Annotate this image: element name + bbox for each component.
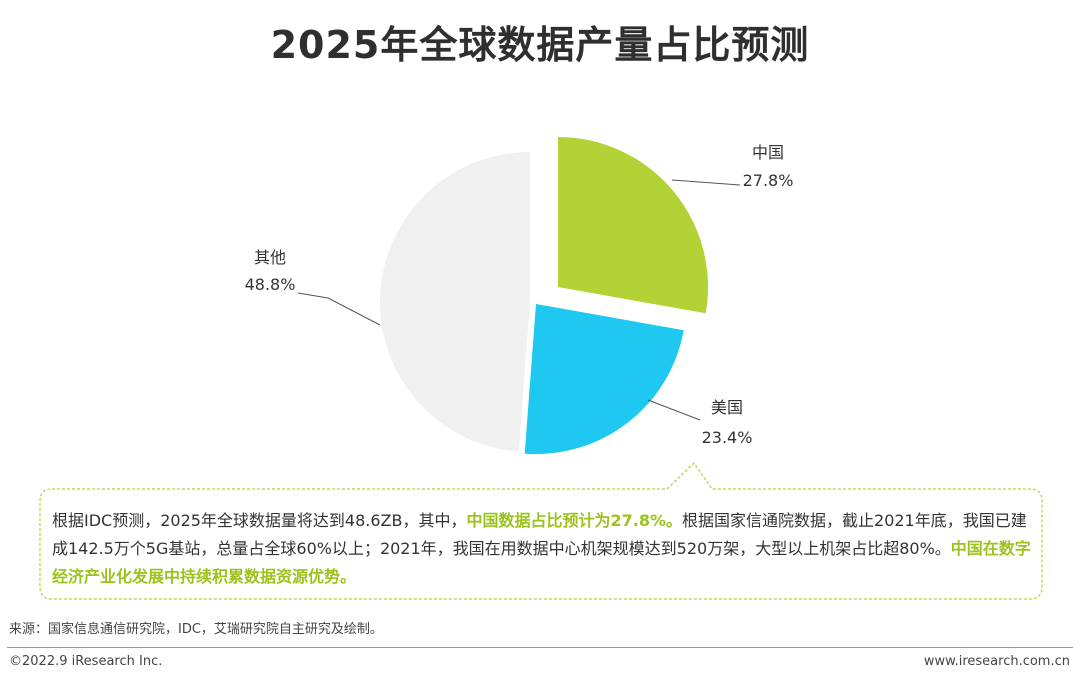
slice-label-1: 美国: [711, 398, 743, 417]
pie-slice-1: [524, 304, 684, 454]
slice-label-0: 中国: [752, 143, 784, 162]
leader-line-1: [647, 399, 701, 421]
slice-value-1: 23.4%: [702, 428, 753, 447]
website-link[interactable]: www.iresearch.com.cn: [923, 654, 1070, 669]
callout-border: [39, 462, 1043, 600]
slice-value-0: 27.8%: [743, 171, 794, 190]
callout-text-part-1: 根据IDC预测，2025年全球数据量将达到48.6ZB，其中，: [52, 511, 467, 530]
callout-highlight-2: 中国在数字经济产业化发展中持续积累数据资源优势。: [52, 539, 1031, 586]
copyright: ©2022.9 iResearch Inc.: [9, 654, 163, 669]
leader-line-0: [671, 179, 741, 186]
pie-slice-2: [379, 152, 530, 452]
chart-title: 2025年全球数据产量占比预测: [270, 23, 810, 67]
callout-text-part-2: 根据国家信通院数据，截止2021年底，我国已建成142.5万个5G基站，总量占全…: [52, 511, 1027, 558]
slice-value-2: 48.8%: [245, 275, 296, 294]
callout-highlight-1: 中国数据占比预计为27.8%。: [466, 511, 683, 530]
pie-slice-0: [558, 137, 708, 314]
callout-text: 根据IDC预测，2025年全球数据量将达到48.6ZB，其中，中国数据占比预计为…: [52, 507, 1037, 591]
slice-label-2: 其他: [254, 248, 286, 267]
source-note: 来源：国家信息通信研究院，IDC，艾瑞研究院自主研究及绘制。: [9, 622, 383, 637]
footer-divider: [7, 647, 1073, 648]
leader-line-2: [297, 292, 381, 326]
